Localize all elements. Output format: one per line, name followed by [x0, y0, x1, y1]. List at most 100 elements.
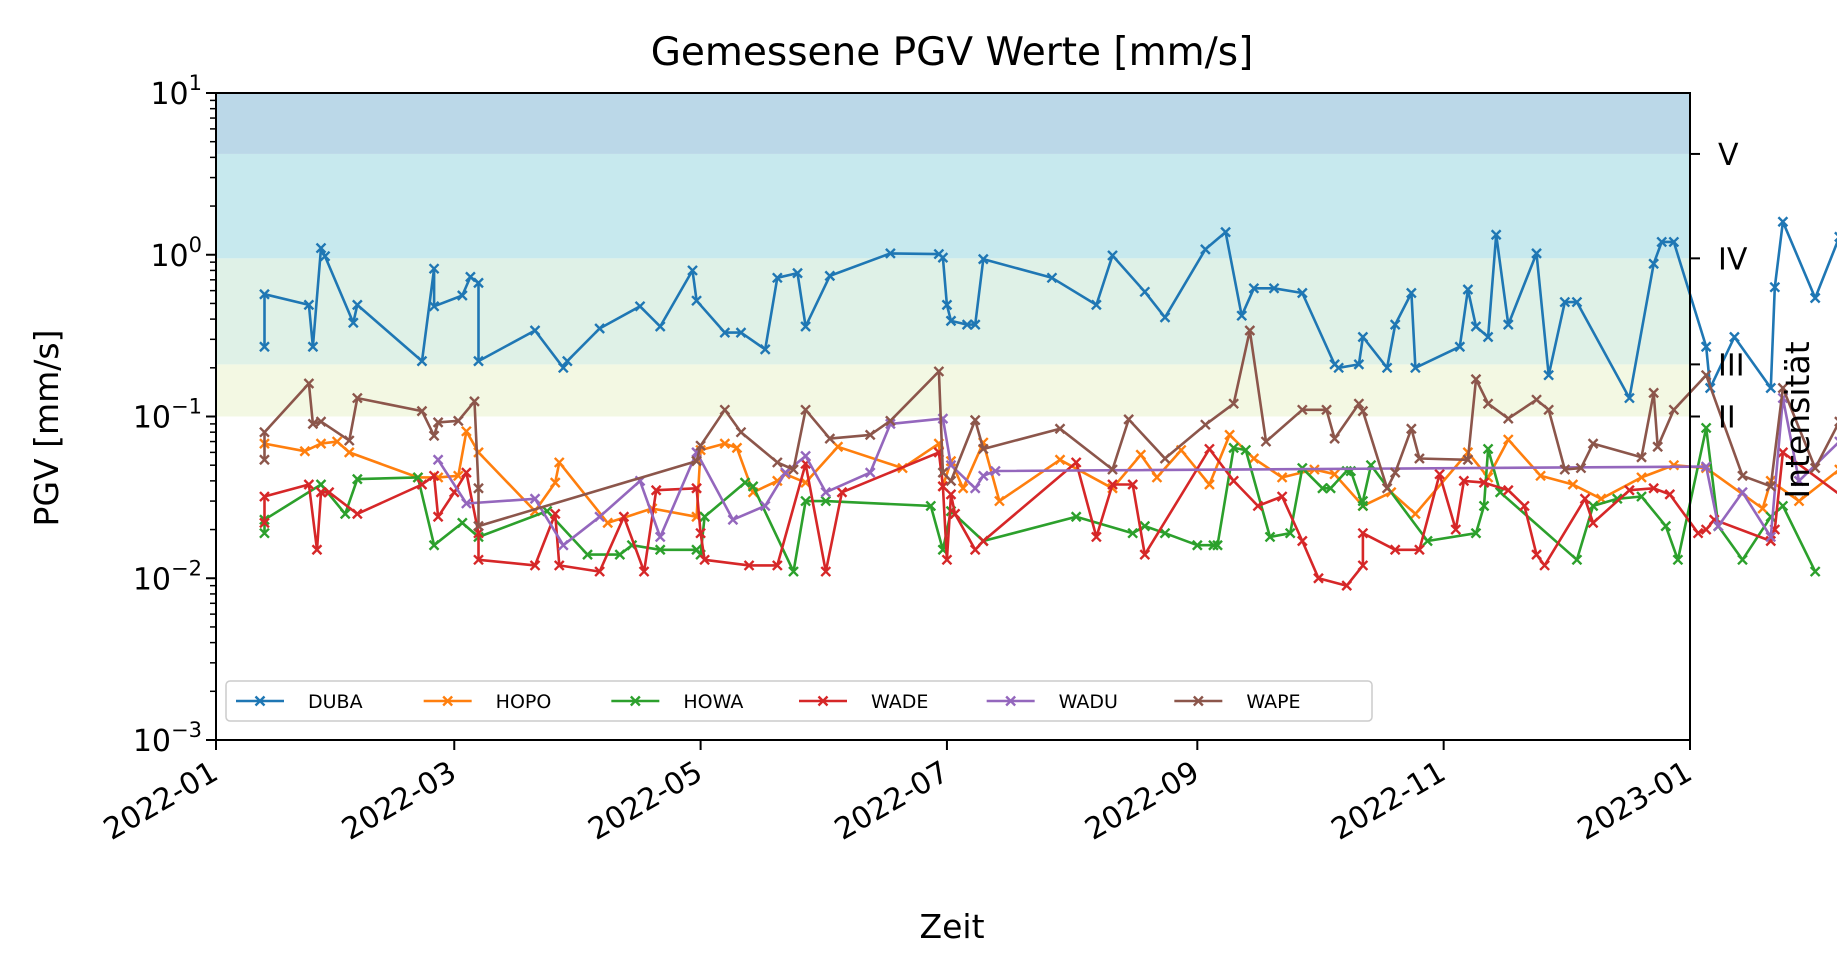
data-point	[654, 531, 666, 543]
data-point	[792, 267, 803, 279]
data-point	[1793, 475, 1805, 487]
data-point	[1054, 454, 1066, 466]
y-tick-label: 10−3	[133, 718, 202, 759]
data-point	[1519, 500, 1530, 512]
data-point	[529, 325, 541, 336]
data-point	[788, 464, 799, 475]
data-point	[1296, 535, 1308, 547]
intensity-tick-label: III	[1718, 348, 1745, 383]
data-point	[1531, 394, 1542, 406]
data-point	[941, 554, 953, 566]
data-point	[638, 566, 650, 577]
data-point	[945, 489, 957, 500]
data-point	[759, 344, 771, 355]
data-point	[1252, 500, 1264, 512]
data-point	[731, 442, 743, 454]
data-point	[977, 253, 989, 265]
data-point	[343, 435, 355, 446]
data-point	[1668, 236, 1680, 248]
data-point	[719, 404, 731, 416]
data-point	[800, 450, 811, 462]
data-point	[1502, 434, 1514, 445]
legend: DUBA HOPO HOWA WADE WADU WAPE	[225, 680, 1373, 722]
data-point	[1260, 436, 1272, 447]
y-tick-label: 10−1	[133, 395, 202, 436]
data-point	[990, 465, 1001, 477]
x-tick-label: 2022-09	[1079, 755, 1205, 848]
data-point	[351, 392, 363, 404]
data-point	[319, 250, 331, 262]
data-point	[1381, 482, 1393, 494]
data-point	[1410, 508, 1421, 520]
data-point	[323, 486, 335, 498]
data-point	[1236, 310, 1248, 322]
data-point	[1450, 524, 1462, 535]
data-point	[1200, 419, 1211, 431]
data-point	[549, 508, 561, 520]
y-tick-label: 101	[150, 71, 202, 112]
data-point	[771, 457, 783, 468]
data-point	[1357, 405, 1369, 417]
data-point	[735, 327, 747, 338]
data-point	[1757, 503, 1769, 514]
data-point	[1228, 398, 1240, 410]
series-wape	[259, 325, 1837, 532]
data-point	[933, 366, 945, 377]
legend-label-hopo: HOPO	[496, 691, 552, 713]
data-point	[695, 440, 706, 452]
data-point	[473, 355, 484, 367]
data-point	[654, 544, 666, 556]
data-point	[1357, 527, 1369, 539]
data-point	[343, 447, 355, 458]
data-point	[1737, 470, 1748, 482]
data-point	[1329, 433, 1340, 444]
data-point	[1543, 404, 1555, 416]
data-point	[1046, 272, 1058, 284]
data-point	[259, 454, 270, 466]
data-point	[957, 482, 969, 494]
data-point	[452, 415, 464, 427]
data-point	[432, 454, 444, 466]
data-point	[1135, 449, 1147, 461]
data-point	[1777, 447, 1789, 458]
data-point	[719, 438, 731, 449]
data-point	[1470, 321, 1482, 332]
y-tick-label: 100	[150, 233, 202, 274]
data-point	[1809, 462, 1821, 474]
data-point	[1664, 489, 1676, 500]
data-point	[1333, 362, 1345, 374]
data-point	[1502, 484, 1514, 496]
data-point	[1777, 382, 1789, 394]
data-point	[977, 535, 989, 547]
data-point	[945, 459, 957, 471]
data-point	[1204, 479, 1215, 490]
data-point	[1700, 341, 1712, 353]
data-point	[307, 418, 319, 430]
data-point	[925, 500, 937, 512]
legend-label-duba: DUBA	[308, 691, 363, 713]
data-point	[820, 486, 832, 498]
data-point	[1559, 296, 1571, 308]
data-point	[456, 517, 468, 529]
data-point	[1765, 531, 1777, 543]
data-point	[1220, 226, 1231, 238]
data-point	[315, 486, 327, 498]
data-point	[1571, 296, 1583, 308]
data-point	[1107, 250, 1118, 261]
intensity-bands	[216, 93, 1690, 417]
data-point	[412, 472, 424, 483]
x-tick-label: 2023-01	[1572, 755, 1698, 848]
data-point	[1070, 457, 1082, 468]
legend-marker-hopo	[442, 695, 454, 707]
data-point	[1159, 312, 1171, 323]
data-point	[885, 415, 896, 427]
data-point	[1656, 236, 1668, 248]
data-point	[1567, 479, 1579, 490]
data-point	[299, 445, 311, 457]
data-point	[1462, 284, 1474, 295]
data-point	[428, 430, 440, 442]
y-axis-ticks: 10−3 10−2 10−1 100 101	[133, 71, 216, 759]
data-point	[1700, 369, 1712, 381]
